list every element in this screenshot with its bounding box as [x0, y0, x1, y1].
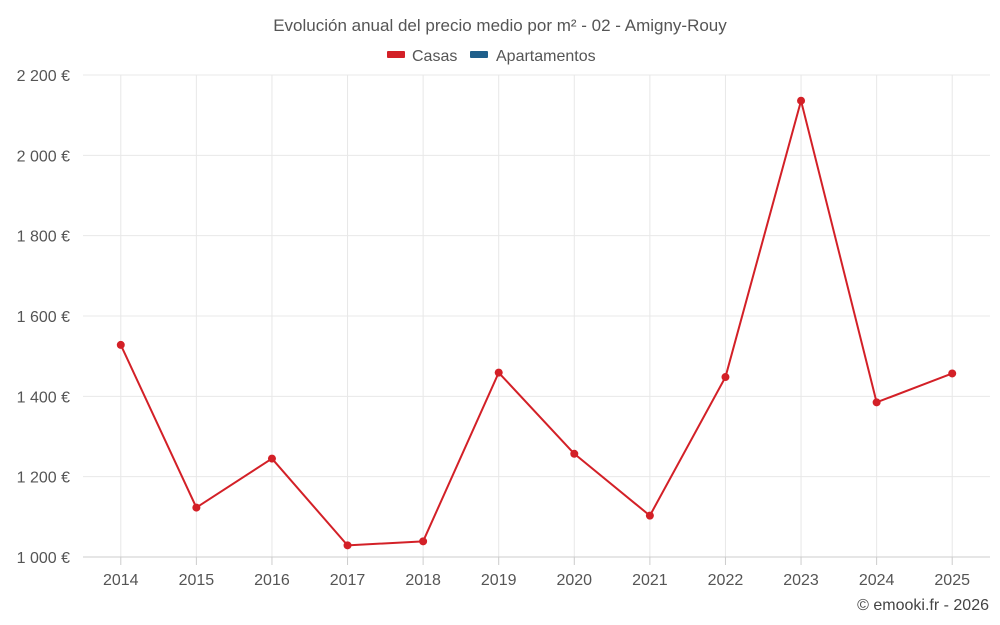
- x-tick-label: 2014: [103, 572, 139, 589]
- data-point[interactable]: [872, 398, 881, 407]
- legend-item-apartamentos[interactable]: Apartamentos: [470, 48, 596, 65]
- x-tick-label: 2018: [405, 572, 441, 589]
- x-tick-label: 2021: [632, 572, 668, 589]
- chart-title: Evolución anual del precio medio por m² …: [273, 16, 727, 35]
- x-axis: 2014 2015 2016 2017 2018 2019 2020 2021 2022 2023…: [83, 556, 990, 589]
- y-axis: 1 000 € 1 200 € 1 400 € 1 600 € 1 800 € 2 000…: [17, 68, 70, 567]
- data-point[interactable]: [797, 96, 806, 105]
- credit-text[interactable]: © emooki.fr - 2026: [857, 597, 989, 614]
- data-point[interactable]: [494, 368, 503, 377]
- x-tick-label: 2023: [783, 572, 819, 589]
- y-tick-label: 1 000 €: [17, 550, 70, 567]
- y-tick-label: 1 600 €: [17, 309, 70, 326]
- data-point[interactable]: [116, 340, 125, 349]
- x-tick-label: 2019: [481, 572, 517, 589]
- legend-swatch-casas: [387, 51, 405, 58]
- y-tick-label: 2 000 €: [17, 148, 70, 165]
- x-tick-label: 2020: [556, 572, 592, 589]
- gridlines: [83, 74, 990, 557]
- series-line-casas: [119, 99, 953, 547]
- y-tick-label: 1 200 €: [17, 470, 70, 487]
- x-tick-label: 2016: [254, 572, 290, 589]
- x-tick-label: 2015: [179, 572, 215, 589]
- y-tick-label: 2 200 €: [17, 68, 70, 85]
- legend-label-casas[interactable]: Casas: [412, 48, 457, 65]
- data-point[interactable]: [570, 449, 579, 458]
- data-point[interactable]: [419, 537, 428, 546]
- y-tick-label: 1 400 €: [17, 389, 70, 406]
- legend[interactable]: Casas Apartamentos: [387, 48, 596, 65]
- x-tick-label: 2017: [330, 572, 366, 589]
- x-tick-label: 2024: [859, 572, 895, 589]
- data-point[interactable]: [645, 511, 654, 520]
- legend-label-apartamentos[interactable]: Apartamentos: [496, 48, 596, 65]
- legend-item-casas[interactable]: Casas: [387, 48, 457, 65]
- legend-swatch-apartamentos: [470, 51, 488, 58]
- x-tick-label: 2025: [934, 572, 970, 589]
- series-casas: [116, 96, 957, 550]
- data-point[interactable]: [192, 503, 201, 512]
- data-point[interactable]: [721, 373, 730, 382]
- data-point[interactable]: [267, 454, 276, 463]
- x-tick-label: 2022: [708, 572, 744, 589]
- data-point[interactable]: [948, 369, 957, 378]
- data-point[interactable]: [343, 541, 352, 550]
- y-tick-label: 1 800 €: [17, 229, 70, 246]
